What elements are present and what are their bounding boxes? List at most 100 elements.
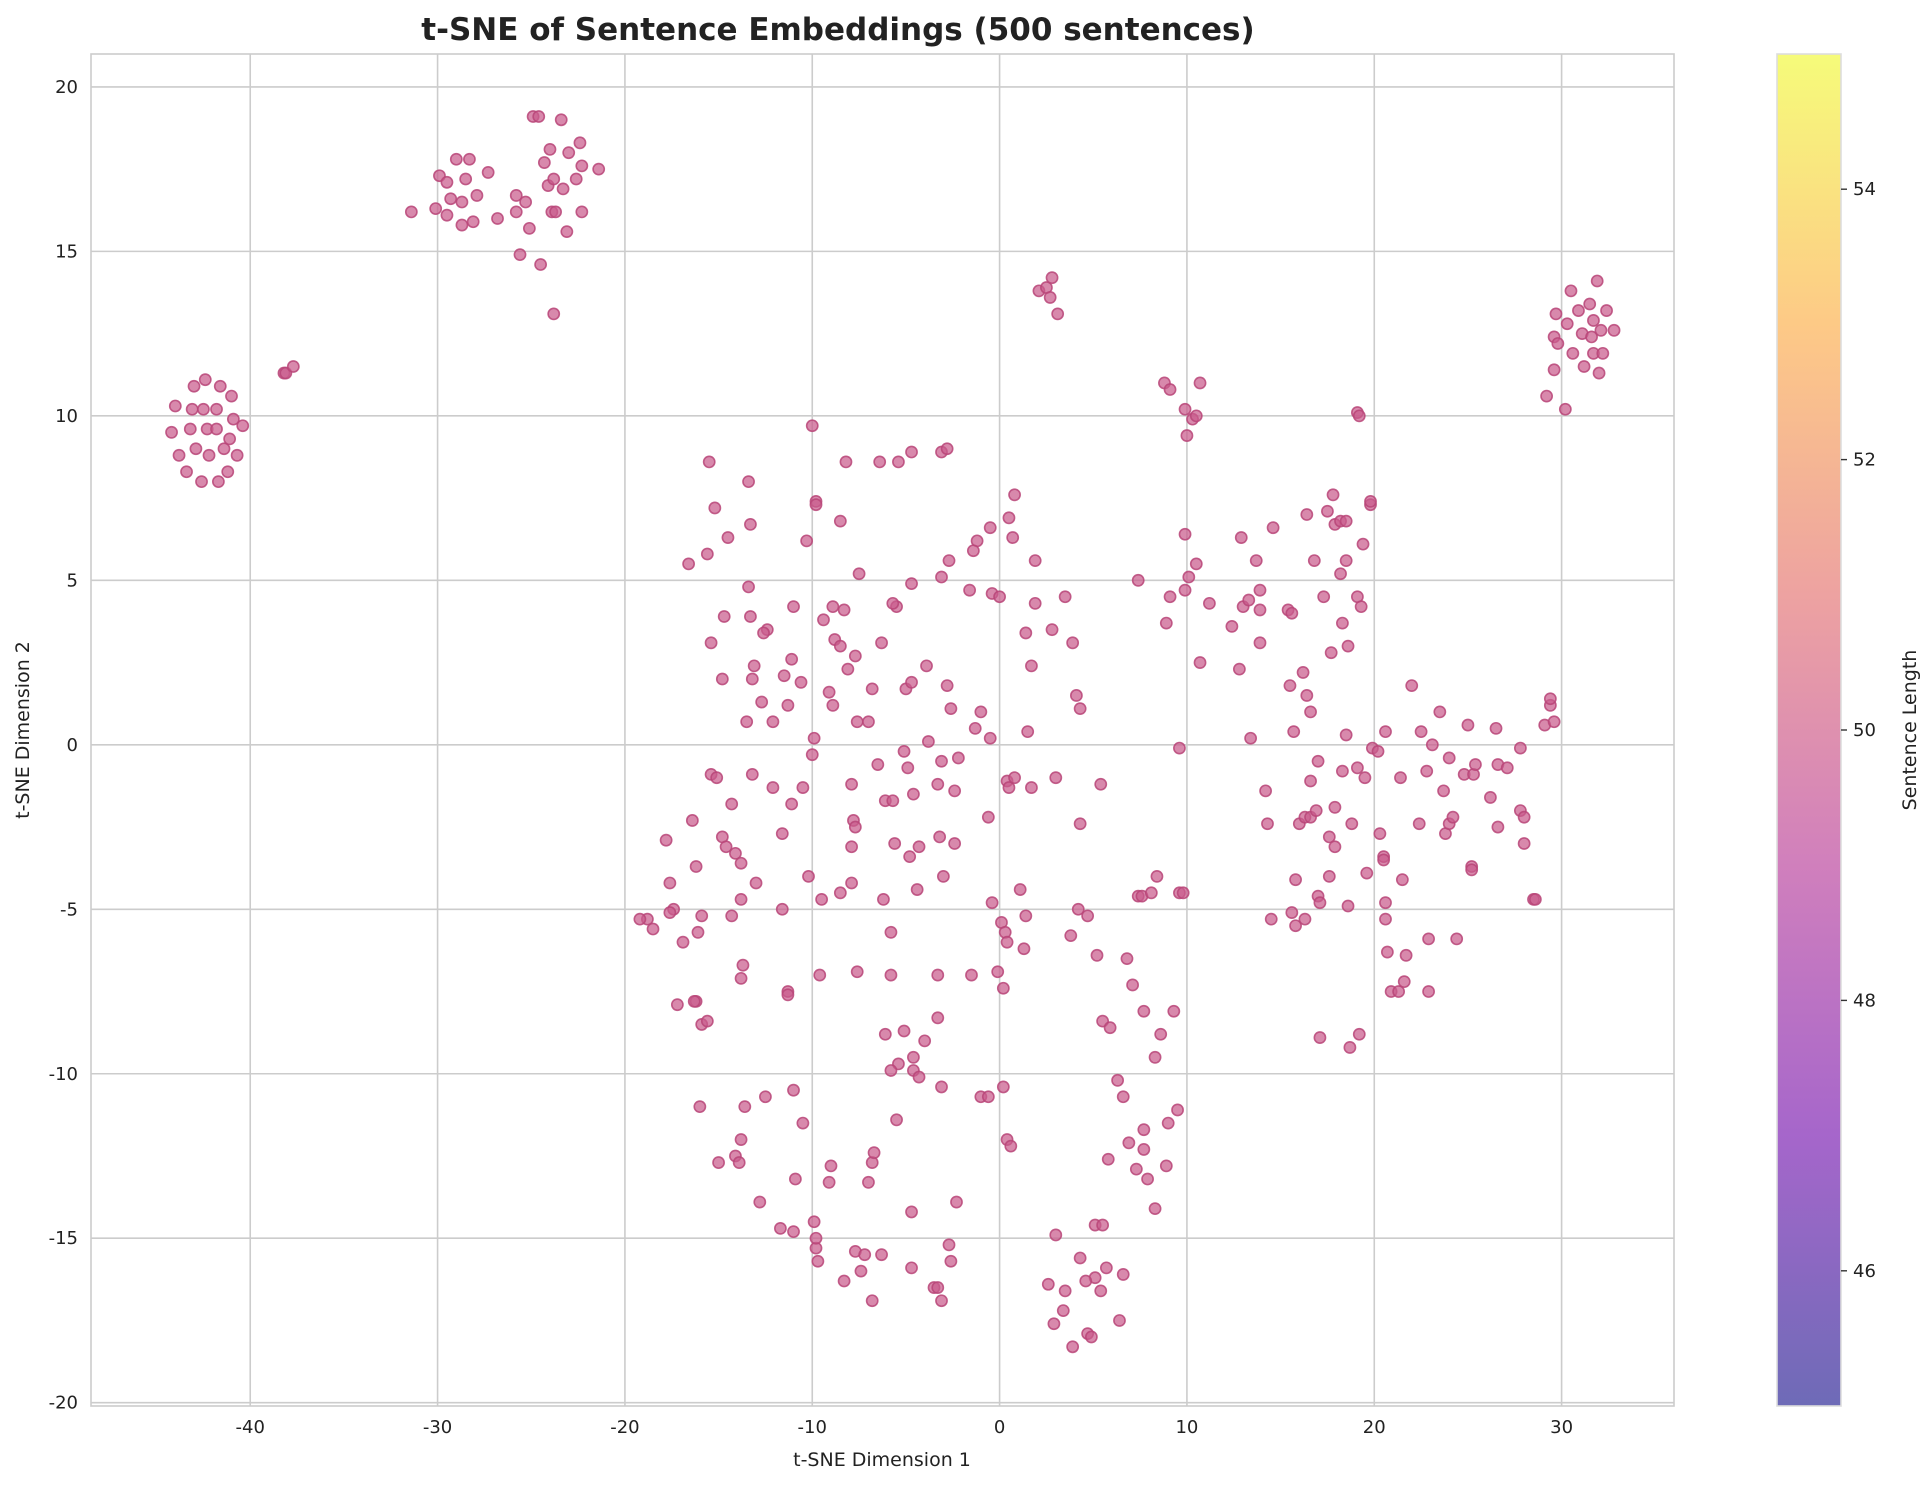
data-point xyxy=(198,373,212,387)
data-point xyxy=(729,846,742,860)
data-point xyxy=(455,218,469,232)
y-tick-label: 0 xyxy=(67,735,78,756)
data-point xyxy=(824,1159,838,1173)
data-point xyxy=(187,379,201,393)
data-point xyxy=(676,935,690,949)
data-point xyxy=(884,968,898,982)
data-point xyxy=(1379,725,1392,739)
data-point xyxy=(1354,600,1368,614)
data-point xyxy=(1253,603,1267,617)
data-point xyxy=(1193,656,1207,669)
data-point xyxy=(1232,662,1246,676)
data-point xyxy=(892,455,905,469)
data-point xyxy=(805,419,819,433)
data-point xyxy=(1111,1073,1125,1087)
data-point xyxy=(1045,623,1059,637)
data-point xyxy=(766,715,780,729)
data-point xyxy=(702,455,716,469)
data-point xyxy=(537,156,551,169)
data-point xyxy=(1465,863,1479,877)
data-point xyxy=(700,1014,714,1028)
data-point xyxy=(1019,626,1033,640)
colorbar xyxy=(1777,54,1841,1406)
data-point xyxy=(554,113,568,127)
data-point xyxy=(1071,902,1085,916)
data-point xyxy=(710,771,724,785)
data-point xyxy=(1249,554,1263,567)
data-point xyxy=(787,1225,800,1239)
data-point xyxy=(1137,1123,1151,1137)
data-point xyxy=(1049,1228,1063,1242)
data-point xyxy=(1339,514,1353,528)
data-point xyxy=(734,856,748,870)
data-point xyxy=(875,636,888,650)
data-point xyxy=(931,1011,945,1025)
data-point xyxy=(1405,679,1419,692)
data-point xyxy=(1336,764,1349,778)
data-point xyxy=(1176,886,1190,900)
data-point xyxy=(1028,596,1042,610)
y-tick-label: -20 xyxy=(49,1393,78,1414)
data-point xyxy=(404,205,418,219)
data-point xyxy=(1596,346,1610,360)
data-point xyxy=(759,1090,772,1104)
data-point xyxy=(1094,1284,1108,1298)
data-point xyxy=(1253,636,1267,650)
data-point xyxy=(809,1231,823,1245)
data-point xyxy=(547,307,561,321)
colorbar-tick-label: 54 xyxy=(1853,179,1876,200)
data-point xyxy=(948,784,962,798)
x-axis-ticks: -40 -30 -20 -10 0 10 20 30 xyxy=(236,1417,1574,1438)
data-point xyxy=(944,1254,958,1268)
data-point xyxy=(1064,929,1078,942)
data-point xyxy=(1360,866,1374,880)
data-point xyxy=(708,501,722,515)
data-point xyxy=(1283,679,1297,692)
data-point xyxy=(1242,593,1256,607)
data-point xyxy=(1300,508,1314,521)
data-point xyxy=(833,639,847,653)
data-point xyxy=(1180,429,1194,442)
data-point xyxy=(1182,570,1196,584)
data-point xyxy=(562,146,576,160)
data-point xyxy=(897,744,911,758)
data-point xyxy=(1469,758,1482,771)
data-point xyxy=(1420,764,1434,778)
data-point xyxy=(1079,1274,1093,1288)
data-point xyxy=(573,136,587,150)
data-point xyxy=(1373,827,1387,841)
data-point xyxy=(1313,1031,1327,1044)
data-point xyxy=(1101,1152,1115,1166)
data-point xyxy=(852,567,866,581)
data-point xyxy=(440,208,454,222)
data-point xyxy=(1484,791,1497,804)
data-point xyxy=(822,685,836,699)
data-point xyxy=(1425,738,1439,752)
data-point xyxy=(1489,721,1503,735)
data-point xyxy=(1397,975,1411,989)
data-point xyxy=(1572,304,1585,317)
data-point xyxy=(757,626,770,640)
data-point xyxy=(877,893,890,906)
data-point xyxy=(991,965,1005,979)
data-point xyxy=(1356,537,1370,551)
data-point xyxy=(833,514,847,528)
data-point xyxy=(1141,1172,1154,1186)
data-point xyxy=(1321,504,1334,518)
data-point xyxy=(481,166,495,179)
colorbar-label: Sentence Length xyxy=(1899,650,1921,811)
data-point xyxy=(747,659,761,673)
data-point xyxy=(845,876,858,890)
data-point xyxy=(1352,1027,1366,1041)
data-point xyxy=(802,869,815,883)
x-tick-label: -10 xyxy=(798,1417,827,1438)
data-point xyxy=(848,649,862,663)
data-point xyxy=(695,909,709,923)
data-point xyxy=(745,672,759,686)
data-point xyxy=(905,1261,918,1275)
data-point xyxy=(1322,830,1336,844)
data-point xyxy=(1002,781,1016,794)
data-point xyxy=(1528,893,1542,906)
data-point xyxy=(210,422,223,436)
data-point xyxy=(1058,1284,1072,1298)
